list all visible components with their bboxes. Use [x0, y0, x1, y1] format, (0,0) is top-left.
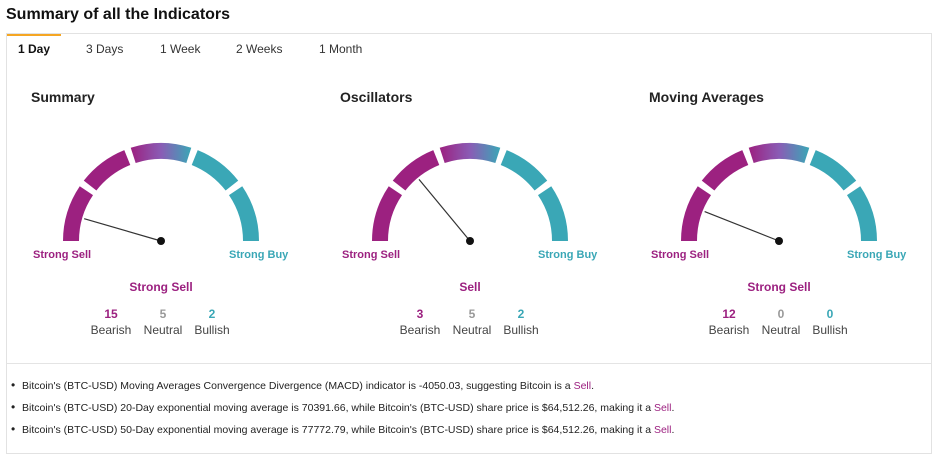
gauge-pivot	[157, 237, 165, 245]
gauge-verdict: Strong Sell	[129, 280, 193, 294]
list-item: Bitcoin's (BTC-USD) 20-Day exponential m…	[11, 400, 675, 424]
count-bearish: 12 Bearish	[704, 307, 754, 337]
count-neutral: 5 Neutral	[138, 307, 188, 337]
bearish-label: Bearish	[90, 323, 132, 337]
strong-buy-label: Strong Buy	[538, 249, 598, 261]
tab-2-weeks[interactable]: 2 Weeks	[236, 42, 283, 56]
gauge-segment	[372, 186, 403, 241]
gauge-segment	[500, 150, 548, 191]
gauge-title: Moving Averages	[649, 89, 764, 105]
tab-1-month[interactable]: 1 Month	[319, 42, 363, 56]
strong-sell-label: Strong Sell	[651, 249, 710, 261]
neutral-label: Neutral	[761, 323, 801, 337]
neutral-count: 5	[468, 307, 476, 321]
gauge-title: Summary	[31, 89, 95, 105]
signal-link[interactable]: Sell	[653, 402, 672, 414]
gauge-needle	[418, 178, 471, 242]
note-end: .	[671, 424, 675, 436]
neutral-label: Neutral	[452, 323, 492, 337]
bullish-count: 0	[826, 307, 834, 321]
indicator-notes: Bitcoin's (BTC-USD) Moving Averages Conv…	[11, 378, 675, 446]
gauge-segment	[701, 150, 749, 191]
note-end: .	[671, 402, 675, 414]
gauge-segment	[63, 186, 94, 241]
gauge-segment	[228, 186, 259, 241]
gauge-summary: Summary Strong Sell Strong Buy Strong Se…	[31, 89, 291, 339]
strong-sell-label: Strong Sell	[342, 249, 401, 261]
gauge-segment	[130, 143, 192, 164]
gauge-segment	[392, 150, 440, 191]
bearish-label: Bearish	[708, 323, 750, 337]
gauge-segment	[681, 186, 712, 241]
bearish-count: 12	[722, 307, 736, 321]
gauge-pivot	[466, 237, 474, 245]
gauge-segment	[537, 186, 568, 241]
active-tab-indicator	[7, 34, 61, 36]
bullish-label: Bullish	[812, 323, 848, 337]
gauge-moving-averages: Moving Averages Strong Sell Strong Buy S…	[649, 89, 909, 339]
note-text: Bitcoin's (BTC-USD) Moving Averages Conv…	[22, 380, 574, 392]
page-title: Summary of all the Indicators	[6, 6, 231, 23]
gauge-segment	[748, 143, 810, 164]
note-end: .	[591, 380, 594, 392]
gauge-segment	[83, 150, 131, 191]
list-item: Bitcoin's (BTC-USD) Moving Averages Conv…	[11, 378, 674, 402]
gauge-dial	[681, 143, 877, 245]
gauge-dial	[63, 143, 259, 245]
list-item: Bitcoin's (BTC-USD) 50-Day exponential m…	[11, 422, 675, 446]
count-bullish: 2 Bullish	[496, 307, 546, 337]
strong-buy-label: Strong Buy	[229, 249, 289, 261]
count-neutral: 5 Neutral	[447, 307, 497, 337]
neutral-label: Neutral	[143, 323, 183, 337]
indicators-panel: 1 Day 3 Days 1 Week 2 Weeks 1 Month Summ…	[6, 33, 932, 454]
neutral-count: 5	[159, 307, 167, 321]
gauge-segment	[439, 143, 501, 164]
tab-1-day[interactable]: 1 Day	[18, 42, 51, 56]
count-bullish: 2 Bullish	[187, 307, 237, 337]
tab-3-days[interactable]: 3 Days	[86, 42, 124, 56]
count-neutral: 0 Neutral	[756, 307, 806, 337]
signal-link[interactable]: Sell	[573, 380, 592, 392]
gauge-oscillators: Oscillators Strong Sell Strong Buy Sell …	[340, 89, 600, 339]
gauge-title: Oscillators	[340, 89, 413, 105]
section-divider	[7, 363, 931, 364]
count-bearish: 15 Bearish	[86, 307, 136, 337]
bullish-count: 2	[517, 307, 525, 321]
gauge-verdict: Sell	[459, 280, 481, 294]
bearish-count: 15	[104, 307, 118, 321]
tab-1-week[interactable]: 1 Week	[160, 42, 201, 56]
gauge-pivot	[775, 237, 783, 245]
bearish-label: Bearish	[399, 323, 441, 337]
gauge-needle	[704, 210, 780, 242]
count-bearish: 3 Bearish	[395, 307, 445, 337]
note-text: Bitcoin's (BTC-USD) 50-Day exponential m…	[22, 424, 654, 436]
gauge-dial	[372, 143, 568, 245]
signal-link[interactable]: Sell	[653, 424, 672, 436]
bearish-count: 3	[416, 307, 424, 321]
gauge-segment	[809, 150, 857, 191]
gauge-needle	[84, 218, 162, 242]
bullish-count: 2	[208, 307, 216, 321]
count-bullish: 0 Bullish	[805, 307, 855, 337]
strong-buy-label: Strong Buy	[847, 249, 907, 261]
bullish-label: Bullish	[194, 323, 230, 337]
gauge-segment	[191, 150, 239, 191]
note-text: Bitcoin's (BTC-USD) 20-Day exponential m…	[22, 402, 654, 414]
bullish-label: Bullish	[503, 323, 539, 337]
gauge-verdict: Strong Sell	[747, 280, 811, 294]
strong-sell-label: Strong Sell	[33, 249, 92, 261]
gauge-segment	[846, 186, 877, 241]
neutral-count: 0	[777, 307, 785, 321]
